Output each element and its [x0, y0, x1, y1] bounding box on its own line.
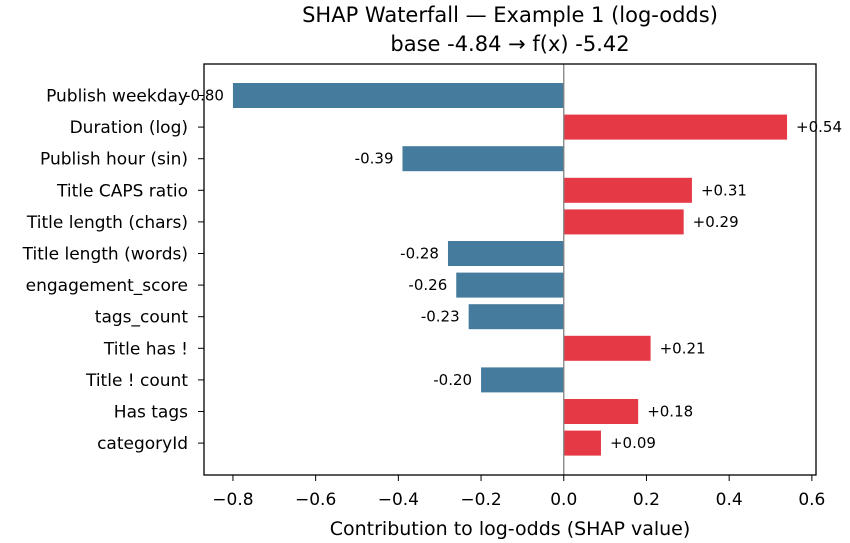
bar	[563, 335, 651, 361]
bar-value-label: +0.31	[701, 181, 747, 199]
bar	[563, 209, 684, 235]
y-tick-label: Duration (log)	[70, 118, 188, 138]
bar	[481, 367, 564, 393]
bar	[468, 304, 564, 330]
bar	[563, 399, 639, 424]
y-tick-label: categoryId	[97, 434, 188, 454]
y-tick-label: tags_count	[95, 308, 189, 328]
x-tick-label: 0.2	[633, 490, 660, 510]
y-tick-label: engagement_score	[26, 276, 188, 296]
bar-value-label: -0.23	[421, 308, 460, 326]
bar-value-label: +0.29	[693, 213, 739, 231]
chart-subtitle: base -4.84 → f(x) -5.42	[390, 32, 629, 56]
bar-value-label: -0.20	[433, 371, 472, 389]
y-tick-label: Title CAPS ratio	[56, 181, 188, 201]
x-tick-label: −0.8	[212, 490, 253, 510]
y-tick-label: Has tags	[114, 403, 188, 423]
x-tick-label: −0.6	[295, 490, 336, 510]
bar	[232, 83, 564, 108]
x-axis-label: Contribution to log-odds (SHAP value)	[330, 518, 691, 540]
x-tick-label: −0.4	[378, 490, 419, 510]
y-tick-label: Publish weekday	[46, 87, 188, 107]
bar	[402, 146, 564, 172]
x-tick-label: 0.0	[550, 490, 577, 510]
y-tick-label: Title length (words)	[22, 245, 188, 265]
bar-value-label: +0.09	[610, 434, 656, 452]
y-tick-label: Title length (chars)	[26, 213, 188, 233]
x-tick-label: −0.2	[460, 490, 501, 510]
bar	[563, 177, 692, 203]
bar-value-label: +0.18	[647, 403, 693, 421]
y-tick-label: Publish hour (sin)	[40, 150, 188, 170]
axes-frame	[203, 63, 817, 476]
chart-title: SHAP Waterfall — Example 1 (log-odds)	[302, 3, 718, 27]
x-tick-label: 0.6	[798, 490, 825, 510]
bar	[447, 241, 564, 266]
bar	[563, 114, 788, 140]
bar-value-label: -0.28	[400, 245, 439, 263]
y-tick-label: Title has !	[103, 339, 188, 359]
bar-value-label: -0.26	[408, 276, 447, 294]
bar	[456, 272, 564, 298]
y-tick-label: Title ! count	[85, 371, 188, 391]
x-tick-label: 0.4	[716, 490, 743, 510]
bar-value-label: -0.39	[355, 150, 394, 168]
bar-value-label: +0.21	[660, 339, 706, 357]
bar-value-label: +0.54	[796, 118, 842, 136]
bar	[563, 430, 601, 456]
